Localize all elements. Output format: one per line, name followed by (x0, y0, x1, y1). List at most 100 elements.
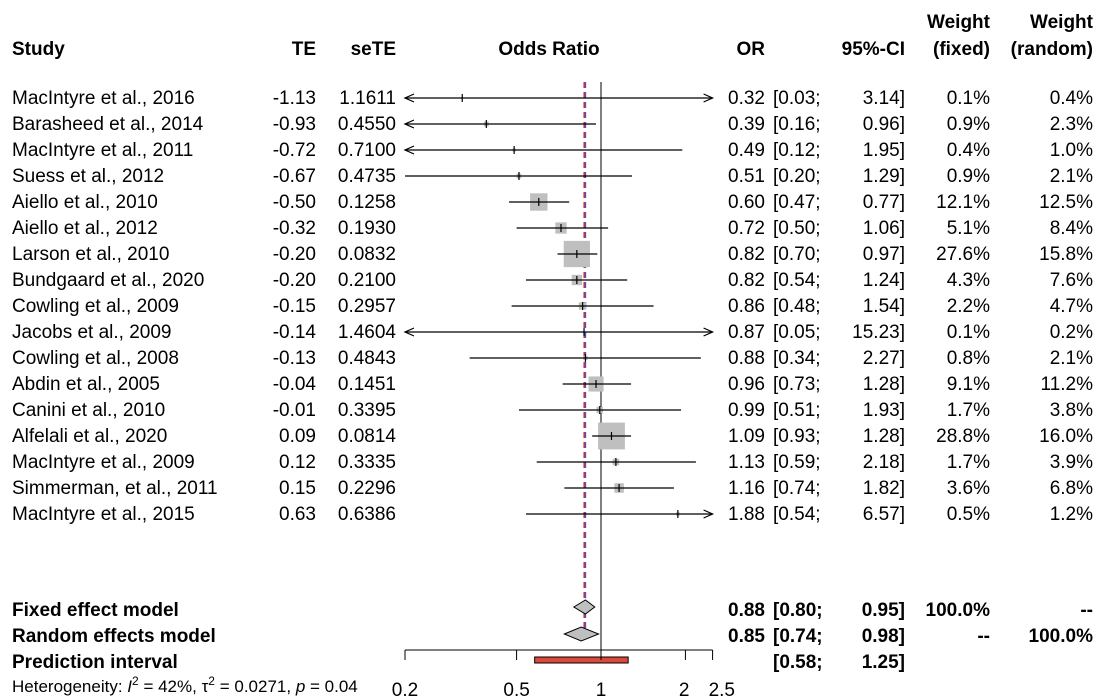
study-sete: 0.2957 (338, 296, 396, 317)
study-name: Barasheed et al., 2014 (12, 114, 204, 135)
study-name: MacIntyre et al., 2011 (12, 140, 193, 161)
study-sete: 0.1930 (338, 218, 396, 239)
random-effects-diamond (563, 626, 600, 642)
study-sete: 0.1451 (338, 374, 396, 395)
header-weight-fixed-2: (fixed) (933, 39, 990, 60)
study-weight-fixed: 12.1% (936, 192, 990, 213)
study-ci-upper: 2.18] (863, 452, 905, 473)
study-ci-lower: [0.47; (773, 192, 821, 213)
study-weight-random: 12.5% (1039, 192, 1093, 213)
study-ci-upper: 1.06] (863, 218, 905, 239)
study-sete: 0.3395 (338, 400, 396, 421)
study-ci-lower: [0.54; (773, 504, 821, 525)
study-name: MacIntyre et al., 2016 (12, 88, 195, 109)
study-weight-fixed: 0.9% (947, 166, 990, 187)
study-ci-lower: [0.12; (773, 140, 821, 161)
ci-arrow (403, 327, 415, 337)
study-ci-lower: [0.51; (773, 400, 821, 421)
study-name: Suess et al., 2012 (12, 166, 164, 187)
study-or: 0.88 (728, 348, 765, 369)
axis-tick-label: 1 (596, 680, 607, 698)
study-ci-upper: 2.27] (863, 348, 905, 369)
x-axis: 0.2 0.5 1 2 2.5 (392, 649, 735, 698)
ci-arrow (703, 327, 715, 337)
study-ci-lower: [0.73; (773, 374, 821, 395)
study-ci-upper: 0.77] (863, 192, 905, 213)
study-weight-fixed: 27.6% (936, 244, 990, 265)
study-te: -1.13 (273, 88, 316, 109)
study-ci-upper: 1.28] (863, 374, 905, 395)
study-weight-fixed: 3.6% (947, 478, 990, 499)
study-sete: 0.2100 (338, 270, 396, 291)
study-weight-fixed: 2.2% (947, 296, 990, 317)
study-te: 0.15 (279, 478, 316, 499)
prediction-interval-bar (534, 656, 629, 664)
fixed-effect-diamond (572, 599, 596, 615)
study-te: 0.09 (279, 426, 316, 447)
study-or: 0.96 (728, 374, 765, 395)
study-sete: 0.1258 (338, 192, 396, 213)
header-or: OR (737, 39, 766, 60)
study-name: Aiello et al., 2010 (12, 192, 158, 213)
study-weight-fixed: 1.7% (947, 400, 990, 421)
study-or: 0.87 (728, 322, 765, 343)
study-weight-random: 3.9% (1050, 452, 1093, 473)
study-name: Larson et al., 2010 (12, 244, 169, 265)
study-ci-upper: 1.82] (863, 478, 905, 499)
study-sete: 0.4843 (338, 348, 396, 369)
study-sete: 0.4735 (338, 166, 396, 187)
study-name: Abdin et al., 2005 (12, 374, 160, 395)
study-weight-fixed: 0.8% (947, 348, 990, 369)
prediction-interval-ci-lower: [0.58; (773, 652, 823, 673)
study-te: -0.67 (273, 166, 316, 187)
prediction-interval-ci-upper: 1.25] (862, 652, 905, 673)
fixed-effect-weight-fixed: 100.0% (926, 600, 991, 621)
axis-tick-label: 0.2 (392, 680, 418, 698)
study-name: Bundgaard et al., 2020 (12, 270, 204, 291)
study-ci-lower: [0.20; (773, 166, 821, 187)
plot-marks (403, 93, 715, 664)
study-sete: 0.0832 (338, 244, 396, 265)
study-or: 0.99 (728, 400, 765, 421)
study-te: -0.04 (273, 374, 317, 395)
random-effects-label: Random effects model (12, 626, 216, 647)
header-weight-fixed-1: Weight (927, 12, 991, 33)
study-sete: 0.4550 (338, 114, 396, 135)
study-ci-lower: [0.74; (773, 478, 821, 499)
study-or: 0.82 (728, 270, 765, 291)
study-ci-upper: 1.95] (863, 140, 905, 161)
study-weight-fixed: 28.8% (936, 426, 990, 447)
study-rows: MacIntyre et al., 2016 -1.13 1.1611 0.32 [0.… (12, 88, 1093, 525)
study-weight-fixed: 0.9% (947, 114, 990, 135)
study-weight-fixed: 9.1% (947, 374, 990, 395)
study-te: -0.15 (273, 296, 316, 317)
study-name: Alfelali et al., 2020 (12, 426, 167, 447)
study-te: -0.93 (273, 114, 316, 135)
study-name: MacIntyre et al., 2015 (12, 504, 195, 525)
study-or: 1.88 (728, 504, 765, 525)
study-ci-upper: 1.29] (863, 166, 905, 187)
study-or: 0.72 (728, 218, 765, 239)
prediction-interval-label: Prediction interval (12, 652, 178, 673)
study-te: -0.01 (273, 400, 316, 421)
study-ci-lower: [0.03; (773, 88, 821, 109)
header-row: Study TE seTE Odds Ratio OR 95%-CI Weigh… (12, 12, 1094, 60)
study-weight-fixed: 1.7% (947, 452, 990, 473)
study-or: 0.82 (728, 244, 765, 265)
study-or: 0.49 (728, 140, 765, 161)
study-ci-upper: 0.96] (863, 114, 905, 135)
header-sete: seTE (351, 39, 396, 60)
study-or: 1.16 (728, 478, 765, 499)
study-te: 0.63 (279, 504, 316, 525)
study-weight-fixed: 0.5% (947, 504, 990, 525)
study-weight-random: 0.2% (1050, 322, 1093, 343)
study-te: -0.32 (273, 218, 316, 239)
study-name: Aiello et al., 2012 (12, 218, 158, 239)
header-ci: 95%-CI (842, 39, 905, 60)
study-ci-upper: 1.93] (863, 400, 905, 421)
axis-tick-label: 2 (679, 680, 690, 698)
study-weight-random: 7.6% (1050, 270, 1093, 291)
study-ci-upper: 15.23] (852, 322, 905, 343)
study-ci-upper: 3.14] (863, 88, 905, 109)
